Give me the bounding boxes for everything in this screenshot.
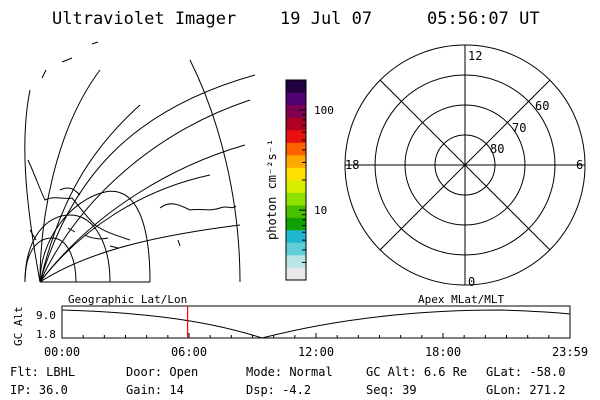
colorbar-swatch	[286, 117, 306, 131]
time-label: 05:56:07 UT	[427, 9, 540, 29]
lon-arc-2	[39, 104, 141, 283]
status-value-dsp: -4.2	[282, 383, 311, 397]
date-label: 19 Jul 07	[280, 9, 372, 29]
status-key-gain: Gain:	[126, 383, 162, 397]
svg-text:Door: Open: Door: Open	[126, 365, 198, 379]
colorbar-label: photon cm⁻²s⁻¹	[265, 139, 279, 240]
polar-label-left: 18	[345, 158, 359, 172]
outer-arc	[24, 89, 41, 283]
map-outline-arc	[39, 74, 256, 283]
svg-text:Seq: 39: Seq: 39	[366, 383, 417, 397]
timeline-ytick-top: 9.0	[36, 309, 56, 322]
colorbar-swatch	[286, 205, 306, 218]
svg-text:GC Alt: 6.6 Re: GC Alt: 6.6 Re	[366, 365, 467, 379]
colorbar-swatch	[286, 105, 306, 118]
status-key-glon: GLon:	[486, 383, 522, 397]
instrument-title: Ultraviolet Imager	[52, 9, 236, 29]
svg-text:Flt: LBHL: Flt: LBHL	[10, 365, 75, 379]
timeline-xtick-4: 23:59	[552, 345, 588, 359]
svg-text:GLon: 271.2: GLon: 271.2	[486, 383, 565, 397]
colorbar-swatch	[286, 155, 306, 168]
geographic-map	[24, 41, 256, 283]
status-value-glon: 271.2	[529, 383, 565, 397]
polar-label-bottom: 0	[468, 275, 475, 289]
timeline-xtick-1: 06:00	[171, 345, 207, 359]
status-value-filter: LBHL	[46, 365, 75, 379]
timeline-xtick-0: 00:00	[44, 345, 80, 359]
polar-label-top: 12	[468, 49, 482, 63]
timeline-right-title: Apex MLat/MLT	[418, 293, 504, 306]
status-key-glat: GLat:	[486, 365, 522, 379]
svg-text:GLat: -58.0: GLat: -58.0	[486, 365, 565, 379]
colorbar-swatch	[286, 192, 306, 206]
polar-ring-label-80: 80	[490, 142, 504, 156]
svg-text:Mode: Normal: Mode: Normal	[246, 365, 333, 379]
inner-arc-1	[39, 190, 151, 283]
status-value-seq: 39	[402, 383, 416, 397]
altitude-curve	[61, 309, 571, 339]
polar-ring-label-70: 70	[512, 121, 526, 135]
polar-label-right: 6	[576, 158, 583, 172]
polar-ring-label-60: 60	[535, 99, 549, 113]
colorbar-tick-label: 100	[314, 104, 334, 117]
colorbar-swatch	[286, 230, 306, 243]
polar-plot	[344, 44, 586, 286]
inner-arc-3	[24, 237, 77, 283]
colorbar-swatch	[286, 255, 306, 268]
colorbar-swatch	[286, 180, 306, 193]
status-row-1: Flt: LBHL Door: Open Mode: Normal GC Alt…	[10, 365, 565, 379]
polar-diag-2	[379, 79, 551, 251]
svg-text:IP: 36.0: IP: 36.0	[10, 383, 68, 397]
status-value-ip: 36.0	[39, 383, 68, 397]
colorbar-swatch	[286, 217, 306, 231]
colorbar-swatch	[286, 80, 306, 93]
status-row-2: IP: 36.0 Gain: 14 Dsp: -4.2 Seq: 39 GLon…	[10, 383, 565, 397]
status-key-dsp: Dsp:	[246, 383, 275, 397]
edge-arc	[189, 59, 241, 283]
coast-peninsula	[159, 203, 237, 247]
colorbar-swatch	[286, 167, 306, 181]
status-key-door: Door:	[126, 365, 162, 379]
coast-south-america	[27, 159, 131, 241]
colorbar-tick-label: 10	[314, 204, 327, 217]
lon-arc-3	[39, 174, 211, 283]
inner-arc-2	[24, 214, 111, 283]
colorbar: 100 10 photon cm⁻²s⁻¹	[265, 79, 334, 281]
colorbar-swatch	[286, 142, 306, 156]
lon-arc-1	[39, 69, 101, 283]
status-value-gc-alt: 6.6 Re	[424, 365, 467, 379]
status-value-gain: 14	[169, 383, 183, 397]
timeline-xtick-3: 18:00	[425, 345, 461, 359]
timeline-xtick-2: 12:00	[298, 345, 334, 359]
colorbar-swatch	[286, 242, 306, 256]
svg-text:Gain: 14: Gain: 14	[126, 383, 184, 397]
coast-islands	[29, 227, 119, 249]
timeline-ytick-bottom: 1.8	[36, 328, 56, 341]
timeline-ylabel: GC Alt	[12, 306, 25, 346]
colorbar-swatch	[286, 130, 306, 143]
status-value-door: Open	[169, 365, 198, 379]
lat-arc-1	[39, 99, 251, 283]
status-key-seq: Seq:	[366, 383, 395, 397]
svg-text:Dsp: -4.2: Dsp: -4.2	[246, 383, 311, 397]
colorbar-swatch	[286, 92, 306, 106]
status-key-filter: Flt:	[10, 365, 39, 379]
colorbar-swatch	[286, 267, 306, 281]
grid-fragment-top	[41, 41, 99, 79]
timeline-left-title: Geographic Lat/Lon	[68, 293, 187, 306]
lat-arc-2	[39, 144, 246, 283]
status-key-mode: Mode:	[246, 365, 282, 379]
status-value-glat: -58.0	[529, 365, 565, 379]
lon-arc-4	[39, 224, 241, 283]
status-key-gc-alt: GC Alt:	[366, 365, 417, 379]
status-value-mode: Normal	[289, 365, 332, 379]
status-key-ip: IP:	[10, 383, 32, 397]
